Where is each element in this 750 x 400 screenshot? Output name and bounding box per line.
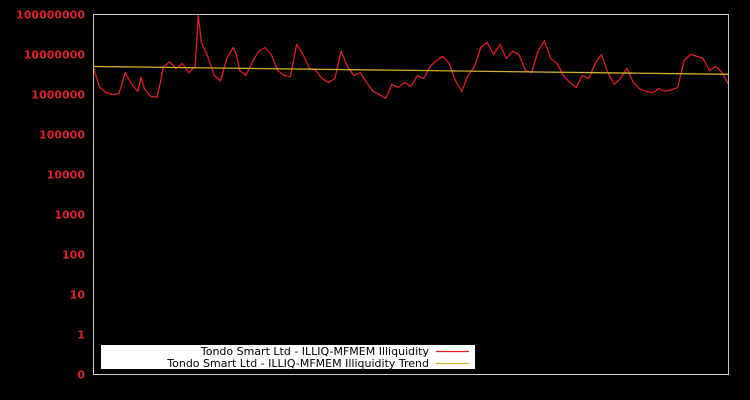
y-tick-label: 100000: [39, 129, 85, 142]
y-tick-label: 1000000: [31, 89, 85, 102]
y-tick-label: 10000000: [24, 49, 86, 62]
illiquidity-trend-line: [93, 65, 729, 75]
y-tick-label: 1000: [54, 209, 85, 222]
plot-frame: [93, 14, 729, 375]
y-axis-tick-labels: 1000000001000000010000001000001000010001…: [16, 9, 85, 382]
legend-label-illiquidity-trend: Tondo Smart Ltd - ILLIQ-MFMEM Illiquidit…: [166, 357, 429, 370]
plot-series: [92, 14, 730, 100]
y-tick-label: 100000000: [16, 9, 85, 22]
y-tick-label: 1: [77, 329, 85, 342]
y-tick-label: 10000: [47, 169, 86, 182]
y-tick-label: 0: [77, 369, 85, 382]
y-tick-label: 10: [70, 289, 86, 302]
legend: Tondo Smart Ltd - ILLIQ-MFMEM Illiquidit…: [101, 345, 475, 370]
illiquidity-line: [92, 14, 730, 100]
y-tick-label: 100: [62, 249, 85, 262]
legend-label-illiquidity: Tondo Smart Ltd - ILLIQ-MFMEM Illiquidit…: [200, 345, 430, 358]
legend-box: [101, 345, 475, 369]
